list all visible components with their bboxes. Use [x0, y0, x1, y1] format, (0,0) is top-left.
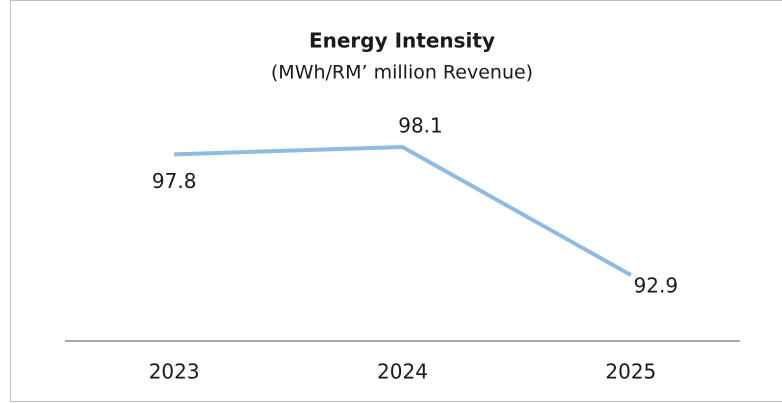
chart-subtitle: (MWh/RM’ million Revenue) [271, 62, 533, 84]
chart-frame [10, 0, 782, 402]
x-tick-label: 2023 [149, 360, 200, 384]
data-line [174, 145, 632, 277]
x-tick-label: 2024 [377, 360, 428, 384]
x-tick-label: 2025 [605, 360, 656, 384]
data-label: 98.1 [398, 114, 443, 138]
chart-title: Energy Intensity [309, 29, 495, 53]
data-label: 92.9 [634, 274, 679, 298]
data-label: 97.8 [152, 169, 197, 193]
